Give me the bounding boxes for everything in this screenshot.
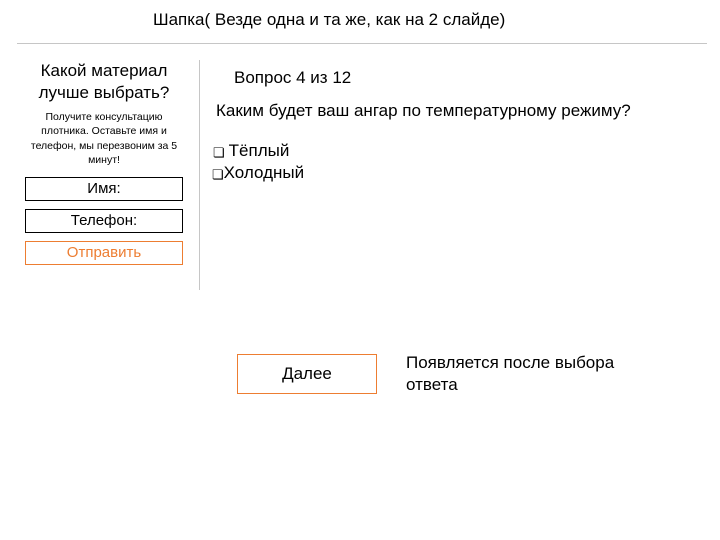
next-button[interactable]: Далее <box>237 354 377 394</box>
option-label: Холодный <box>224 162 304 184</box>
next-button-note: Появляется после выбора ответа <box>406 352 636 396</box>
sidebar-subtitle: Получите консультацию плотника. Оставьте… <box>25 110 183 167</box>
submit-button[interactable]: Отправить <box>25 241 183 265</box>
quiz-option-2[interactable]: ❏ Холодный <box>213 162 304 184</box>
vertical-divider <box>199 60 200 290</box>
quiz-question: Каким будет ваш ангар по температурному … <box>216 101 631 121</box>
name-field[interactable]: Имя: <box>25 177 183 201</box>
quiz-options: ❏ Тёплый ❏ Холодный <box>213 140 304 184</box>
sidebar-title: Какой материал лучше выбрать? <box>25 60 183 104</box>
option-label: Тёплый <box>229 140 290 162</box>
page-header: Шапка( Везде одна и та же, как на 2 слай… <box>153 10 505 30</box>
quiz-option-1[interactable]: ❏ Тёплый <box>213 140 304 162</box>
checkbox-icon: ❏ <box>213 146 225 159</box>
header-divider <box>17 43 707 44</box>
sidebar: Какой материал лучше выбрать? Получите к… <box>25 60 183 265</box>
quiz-progress: Вопрос 4 из 12 <box>234 68 351 88</box>
checkbox-icon: ❏ <box>212 168 224 181</box>
phone-field[interactable]: Телефон: <box>25 209 183 233</box>
